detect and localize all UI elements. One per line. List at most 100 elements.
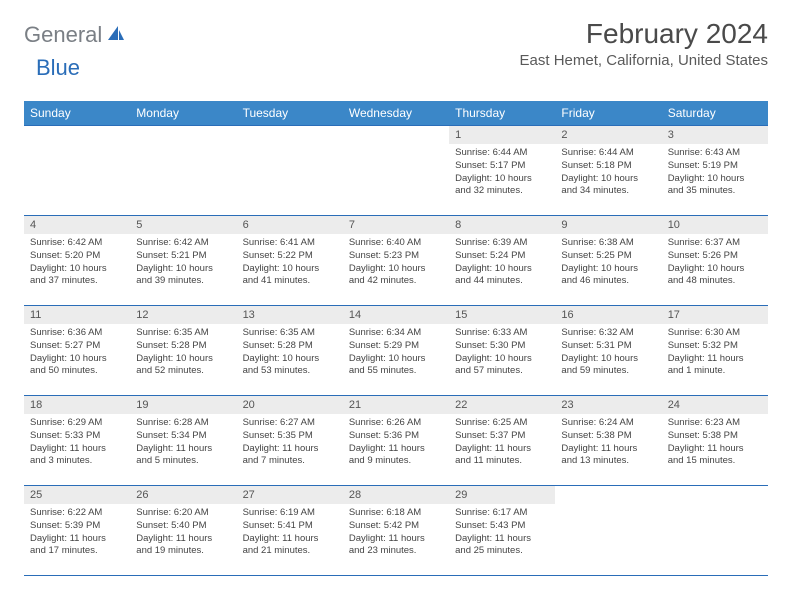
logo-text-gray: General: [24, 22, 102, 48]
day-number: 29: [449, 486, 555, 504]
calendar-cell: 5Sunrise: 6:42 AMSunset: 5:21 PMDaylight…: [130, 216, 236, 306]
calendar-cell: 16Sunrise: 6:32 AMSunset: 5:31 PMDayligh…: [555, 306, 661, 396]
day-details: Sunrise: 6:24 AMSunset: 5:38 PMDaylight:…: [555, 414, 661, 472]
day-details: Sunrise: 6:29 AMSunset: 5:33 PMDaylight:…: [24, 414, 130, 472]
calendar-week-row: 25Sunrise: 6:22 AMSunset: 5:39 PMDayligh…: [24, 486, 768, 576]
day-details: Sunrise: 6:18 AMSunset: 5:42 PMDaylight:…: [343, 504, 449, 562]
day-header: Saturday: [662, 101, 768, 126]
calendar-body: 1Sunrise: 6:44 AMSunset: 5:17 PMDaylight…: [24, 126, 768, 576]
calendar-cell: 27Sunrise: 6:19 AMSunset: 5:41 PMDayligh…: [237, 486, 343, 576]
calendar-cell: [555, 486, 661, 576]
day-details: Sunrise: 6:35 AMSunset: 5:28 PMDaylight:…: [237, 324, 343, 382]
day-number: 6: [237, 216, 343, 234]
calendar-cell: [130, 126, 236, 216]
calendar-cell: 18Sunrise: 6:29 AMSunset: 5:33 PMDayligh…: [24, 396, 130, 486]
day-header: Friday: [555, 101, 661, 126]
day-header: Sunday: [24, 101, 130, 126]
calendar-cell: 20Sunrise: 6:27 AMSunset: 5:35 PMDayligh…: [237, 396, 343, 486]
day-details: Sunrise: 6:36 AMSunset: 5:27 PMDaylight:…: [24, 324, 130, 382]
day-number: 23: [555, 396, 661, 414]
day-details: Sunrise: 6:37 AMSunset: 5:26 PMDaylight:…: [662, 234, 768, 292]
day-details: Sunrise: 6:32 AMSunset: 5:31 PMDaylight:…: [555, 324, 661, 382]
month-title: February 2024: [520, 18, 768, 50]
day-header: Thursday: [449, 101, 555, 126]
calendar-cell: 12Sunrise: 6:35 AMSunset: 5:28 PMDayligh…: [130, 306, 236, 396]
day-number: 25: [24, 486, 130, 504]
day-number: 21: [343, 396, 449, 414]
day-number: 7: [343, 216, 449, 234]
day-details: Sunrise: 6:20 AMSunset: 5:40 PMDaylight:…: [130, 504, 236, 562]
day-number: 14: [343, 306, 449, 324]
calendar-cell: 13Sunrise: 6:35 AMSunset: 5:28 PMDayligh…: [237, 306, 343, 396]
day-number: 10: [662, 216, 768, 234]
day-details: Sunrise: 6:17 AMSunset: 5:43 PMDaylight:…: [449, 504, 555, 562]
day-number: 9: [555, 216, 661, 234]
day-header: Wednesday: [343, 101, 449, 126]
calendar-cell: 28Sunrise: 6:18 AMSunset: 5:42 PMDayligh…: [343, 486, 449, 576]
calendar-cell: 11Sunrise: 6:36 AMSunset: 5:27 PMDayligh…: [24, 306, 130, 396]
calendar-cell: [662, 486, 768, 576]
calendar-cell: 25Sunrise: 6:22 AMSunset: 5:39 PMDayligh…: [24, 486, 130, 576]
day-details: Sunrise: 6:35 AMSunset: 5:28 PMDaylight:…: [130, 324, 236, 382]
calendar-week-row: 18Sunrise: 6:29 AMSunset: 5:33 PMDayligh…: [24, 396, 768, 486]
calendar-cell: 23Sunrise: 6:24 AMSunset: 5:38 PMDayligh…: [555, 396, 661, 486]
calendar-table: SundayMondayTuesdayWednesdayThursdayFrid…: [24, 101, 768, 576]
day-number: 5: [130, 216, 236, 234]
day-details: Sunrise: 6:43 AMSunset: 5:19 PMDaylight:…: [662, 144, 768, 202]
day-details: Sunrise: 6:26 AMSunset: 5:36 PMDaylight:…: [343, 414, 449, 472]
day-details: Sunrise: 6:42 AMSunset: 5:20 PMDaylight:…: [24, 234, 130, 292]
calendar-cell: [343, 126, 449, 216]
calendar-week-row: 1Sunrise: 6:44 AMSunset: 5:17 PMDaylight…: [24, 126, 768, 216]
calendar-cell: 17Sunrise: 6:30 AMSunset: 5:32 PMDayligh…: [662, 306, 768, 396]
day-details: Sunrise: 6:33 AMSunset: 5:30 PMDaylight:…: [449, 324, 555, 382]
calendar-cell: 10Sunrise: 6:37 AMSunset: 5:26 PMDayligh…: [662, 216, 768, 306]
calendar-cell: 26Sunrise: 6:20 AMSunset: 5:40 PMDayligh…: [130, 486, 236, 576]
day-details: Sunrise: 6:30 AMSunset: 5:32 PMDaylight:…: [662, 324, 768, 382]
calendar-cell: 21Sunrise: 6:26 AMSunset: 5:36 PMDayligh…: [343, 396, 449, 486]
logo-text-blue: Blue: [36, 55, 80, 80]
calendar-cell: 14Sunrise: 6:34 AMSunset: 5:29 PMDayligh…: [343, 306, 449, 396]
calendar-cell: [24, 126, 130, 216]
day-details: Sunrise: 6:44 AMSunset: 5:17 PMDaylight:…: [449, 144, 555, 202]
day-details: Sunrise: 6:42 AMSunset: 5:21 PMDaylight:…: [130, 234, 236, 292]
day-details: Sunrise: 6:41 AMSunset: 5:22 PMDaylight:…: [237, 234, 343, 292]
calendar-week-row: 11Sunrise: 6:36 AMSunset: 5:27 PMDayligh…: [24, 306, 768, 396]
calendar-cell: 8Sunrise: 6:39 AMSunset: 5:24 PMDaylight…: [449, 216, 555, 306]
day-details: Sunrise: 6:22 AMSunset: 5:39 PMDaylight:…: [24, 504, 130, 562]
day-number: 13: [237, 306, 343, 324]
day-number: 17: [662, 306, 768, 324]
day-number: 16: [555, 306, 661, 324]
calendar-cell: 19Sunrise: 6:28 AMSunset: 5:34 PMDayligh…: [130, 396, 236, 486]
day-number: 20: [237, 396, 343, 414]
calendar-cell: 3Sunrise: 6:43 AMSunset: 5:19 PMDaylight…: [662, 126, 768, 216]
day-number: 24: [662, 396, 768, 414]
day-number: 27: [237, 486, 343, 504]
day-details: Sunrise: 6:44 AMSunset: 5:18 PMDaylight:…: [555, 144, 661, 202]
calendar-week-row: 4Sunrise: 6:42 AMSunset: 5:20 PMDaylight…: [24, 216, 768, 306]
day-number: 11: [24, 306, 130, 324]
day-number: 15: [449, 306, 555, 324]
calendar-cell: 1Sunrise: 6:44 AMSunset: 5:17 PMDaylight…: [449, 126, 555, 216]
day-number: 8: [449, 216, 555, 234]
day-number: 2: [555, 126, 661, 144]
day-details: Sunrise: 6:19 AMSunset: 5:41 PMDaylight:…: [237, 504, 343, 562]
day-number: 1: [449, 126, 555, 144]
day-details: Sunrise: 6:27 AMSunset: 5:35 PMDaylight:…: [237, 414, 343, 472]
calendar-cell: 29Sunrise: 6:17 AMSunset: 5:43 PMDayligh…: [449, 486, 555, 576]
calendar-cell: 4Sunrise: 6:42 AMSunset: 5:20 PMDaylight…: [24, 216, 130, 306]
day-number: 28: [343, 486, 449, 504]
day-number: 26: [130, 486, 236, 504]
logo: General: [24, 18, 128, 48]
calendar-cell: 15Sunrise: 6:33 AMSunset: 5:30 PMDayligh…: [449, 306, 555, 396]
day-number: 12: [130, 306, 236, 324]
day-number: 18: [24, 396, 130, 414]
day-details: Sunrise: 6:40 AMSunset: 5:23 PMDaylight:…: [343, 234, 449, 292]
day-details: Sunrise: 6:28 AMSunset: 5:34 PMDaylight:…: [130, 414, 236, 472]
calendar-cell: 22Sunrise: 6:25 AMSunset: 5:37 PMDayligh…: [449, 396, 555, 486]
day-details: Sunrise: 6:39 AMSunset: 5:24 PMDaylight:…: [449, 234, 555, 292]
calendar-cell: 9Sunrise: 6:38 AMSunset: 5:25 PMDaylight…: [555, 216, 661, 306]
day-number: 4: [24, 216, 130, 234]
calendar-cell: 6Sunrise: 6:41 AMSunset: 5:22 PMDaylight…: [237, 216, 343, 306]
day-details: Sunrise: 6:25 AMSunset: 5:37 PMDaylight:…: [449, 414, 555, 472]
logo-sail-icon: [106, 24, 126, 47]
